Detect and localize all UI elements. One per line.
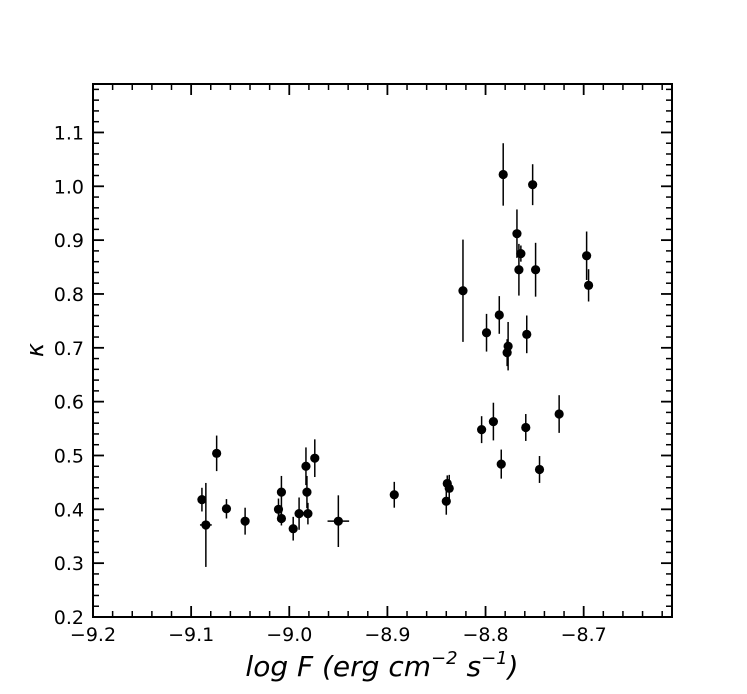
point-marker (221, 504, 232, 514)
y-tick-label: 0.2 (54, 607, 84, 629)
y-tick-label: 0.9 (54, 230, 84, 252)
point-marker (310, 453, 320, 463)
point-marker (301, 461, 311, 471)
data-point (554, 395, 564, 433)
data-point (310, 439, 320, 478)
x-axis-label-exp2: −1 (481, 648, 508, 669)
point-marker (240, 516, 250, 526)
x-tick-label: −9.2 (70, 624, 116, 646)
y-tick-label: 0.8 (54, 284, 84, 306)
data-point (522, 315, 532, 354)
data-point (221, 499, 232, 519)
data-point (494, 296, 504, 334)
data-point (498, 143, 508, 206)
point-marker (516, 248, 526, 259)
data-point (288, 516, 298, 541)
x-axis-label-end: ) (506, 650, 519, 683)
data-point (528, 164, 538, 206)
point-marker (201, 520, 211, 530)
point-marker (294, 509, 304, 519)
data-point (516, 245, 526, 262)
data-point (212, 435, 222, 472)
data-point (389, 481, 399, 508)
data-point (197, 487, 207, 512)
data-point (199, 482, 212, 567)
data-point (512, 209, 522, 258)
x-tick-label: −8.9 (364, 624, 410, 646)
point-marker (530, 265, 541, 275)
point-marker (494, 310, 504, 320)
data-point (582, 231, 592, 280)
y-tick-label: 0.6 (54, 392, 84, 414)
point-marker (477, 425, 487, 435)
data-point (276, 511, 287, 526)
point-marker (514, 265, 524, 275)
point-marker (444, 483, 454, 493)
x-tick-label: −8.7 (561, 624, 607, 646)
x-tick-label: −9.0 (266, 624, 312, 646)
data-point (496, 449, 506, 479)
point-marker (496, 459, 506, 469)
y-tick-label: 0.4 (54, 499, 84, 521)
point-marker (212, 448, 222, 458)
data-point (458, 239, 468, 342)
point-marker (528, 180, 538, 190)
point-marker (458, 286, 468, 296)
data-point (530, 242, 541, 297)
data-point (302, 475, 312, 509)
y-tick-label: 1.0 (54, 176, 84, 198)
point-marker (488, 416, 498, 427)
point-marker (583, 280, 594, 290)
data-point (477, 416, 487, 444)
data-point (583, 269, 594, 302)
point-marker (522, 329, 532, 339)
point-marker (534, 464, 545, 475)
point-marker (276, 513, 287, 524)
data-point (303, 502, 313, 525)
data-point (294, 497, 304, 530)
y-tick-labels: 0.2 0.3 0.4 0.5 0.6 0.7 0.8 0.9 1.0 1.1 (54, 122, 84, 629)
plot-frame (92, 83, 673, 618)
point-marker (276, 487, 287, 497)
point-marker (512, 229, 522, 239)
data-point (240, 507, 250, 535)
point-marker (521, 422, 531, 433)
point-marker (288, 524, 298, 534)
data-point (503, 321, 513, 371)
x-axis-label: log F (erg cm−2 s−1) (245, 648, 518, 683)
y-tick-label: 0.3 (54, 553, 84, 575)
x-tick-label: −9.1 (168, 624, 214, 646)
x-axis-label-exp1: −2 (431, 648, 458, 669)
x-tick-labels: −9.2 −9.1 −9.0 −8.9 −8.8 −8.7 (70, 624, 607, 646)
y-tick-label: 1.1 (54, 122, 84, 144)
point-marker (389, 490, 399, 500)
y-tick-label: 0.7 (54, 338, 84, 360)
data-point (444, 474, 454, 502)
point-marker (302, 487, 312, 497)
point-marker (333, 516, 343, 526)
data-point (276, 475, 287, 509)
data-point (534, 456, 545, 483)
data-point (481, 313, 492, 352)
data-points (197, 143, 594, 567)
y-tick-label: 0.5 (54, 445, 84, 467)
x-axis-label-mid: s (458, 650, 482, 683)
point-marker (554, 409, 564, 419)
data-point (521, 414, 531, 441)
point-marker (582, 251, 592, 261)
y-axis-label: κ (21, 342, 49, 357)
data-point (301, 447, 311, 486)
x-tick-label: −8.8 (462, 624, 508, 646)
point-marker (481, 328, 492, 338)
x-axis-label-main: log F (erg cm (245, 650, 431, 683)
point-marker (197, 495, 207, 505)
point-marker (503, 341, 513, 351)
data-point (327, 495, 350, 548)
data-point (488, 402, 498, 441)
point-marker (303, 509, 313, 519)
point-marker (498, 169, 508, 180)
